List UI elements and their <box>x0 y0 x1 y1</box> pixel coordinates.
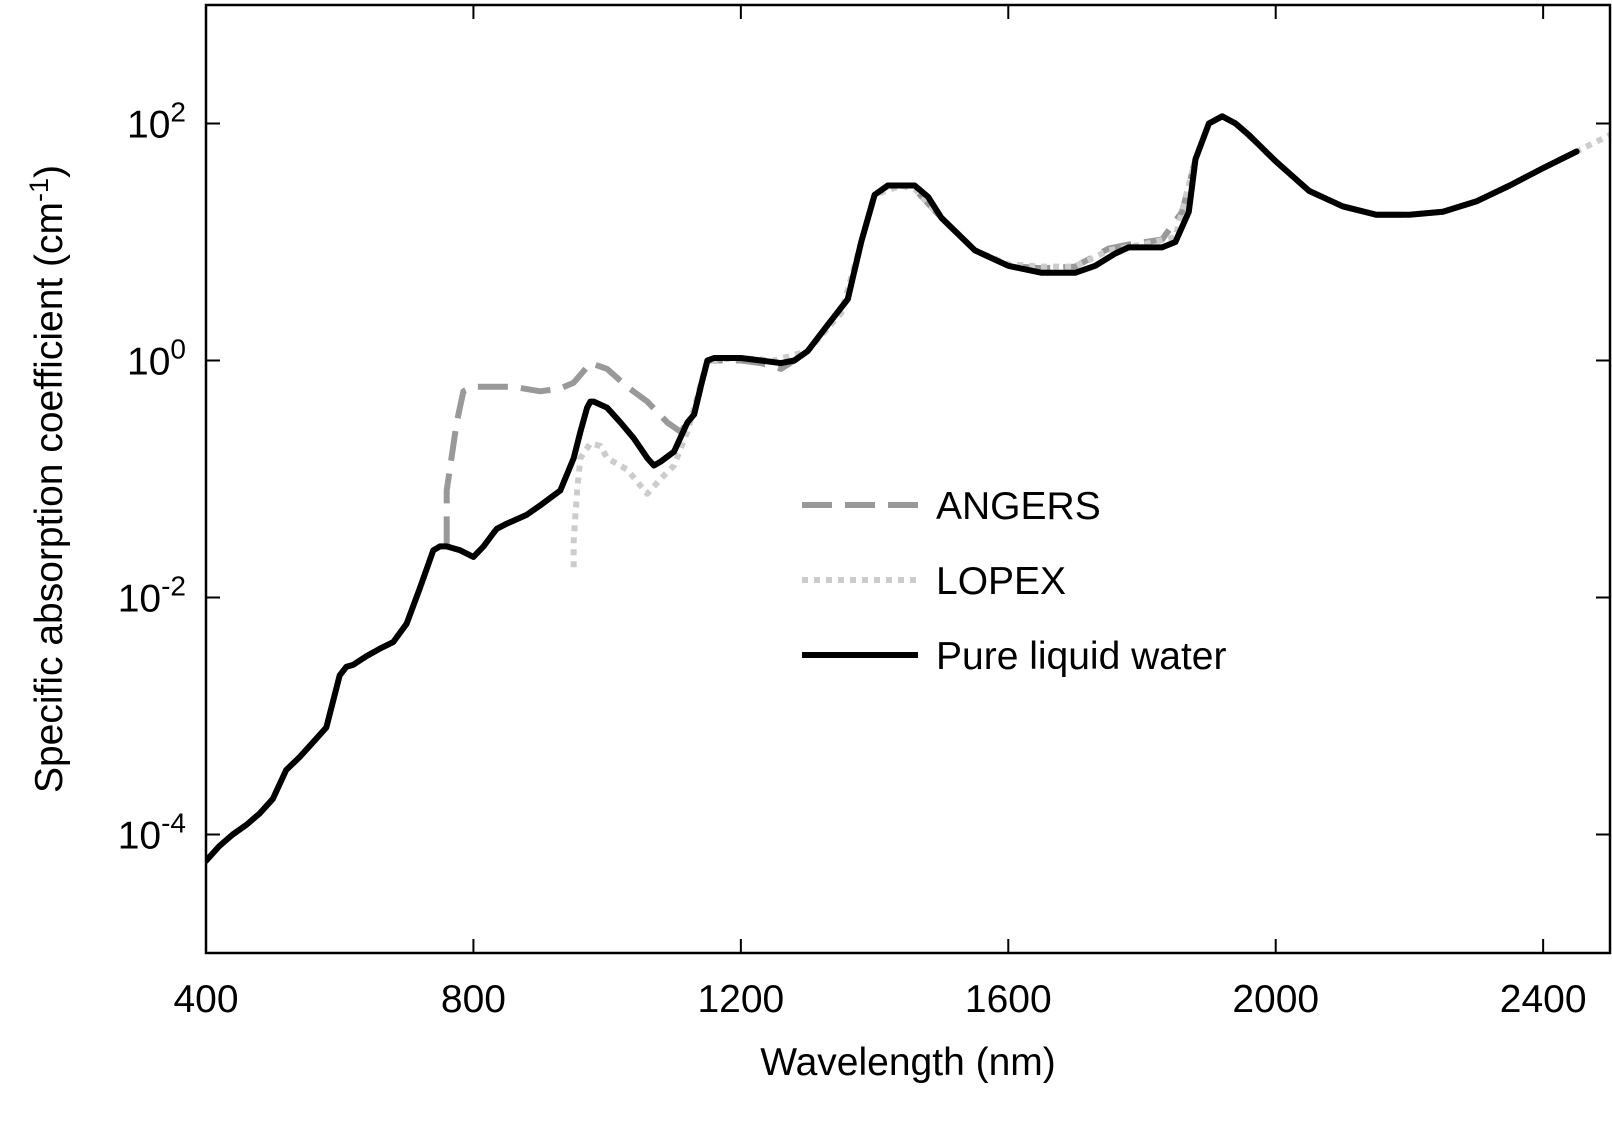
y-axis-title-exponent: -1 <box>24 178 54 202</box>
x-tick-label: 2000 <box>1232 978 1319 1021</box>
series-line-angers <box>443 113 1578 547</box>
legend: ANGERS LOPEX Pure liquid water <box>802 485 1226 678</box>
y-tick-label: 10-2 <box>118 571 186 621</box>
y-tick-exponent: 0 <box>170 334 186 365</box>
x-axis-title: Wavelength (nm) <box>760 1041 1056 1084</box>
legend-label: ANGERS <box>936 485 1101 528</box>
y-tick-exponent: -4 <box>161 808 186 839</box>
y-tick-exponent: -2 <box>161 571 186 602</box>
series-layer <box>206 113 1610 864</box>
y-tick-label: 10-4 <box>118 808 186 858</box>
x-tick-label: 1200 <box>697 978 784 1021</box>
series-line-pure-liquid-water <box>206 113 1580 864</box>
y-tick-base: 10 <box>118 578 161 621</box>
x-axis: 400 800 1200 1600 2000 2400 <box>173 5 1587 1021</box>
y-axis-title: Specific absorption coefficient (cm-1) <box>24 165 71 793</box>
plot-frame <box>204 3 1612 955</box>
x-tick-label: 2400 <box>1500 978 1587 1021</box>
legend-label: LOPEX <box>936 560 1066 603</box>
legend-label: Pure liquid water <box>936 635 1226 678</box>
y-tick-exponent: 2 <box>170 97 186 128</box>
x-tick-label: 800 <box>441 978 506 1021</box>
y-tick-base: 10 <box>127 104 170 147</box>
y-tick-label: 102 <box>127 97 186 147</box>
y-tick-base: 10 <box>118 815 161 858</box>
y-tick-label: 100 <box>127 334 186 384</box>
x-tick-label: 1600 <box>965 978 1052 1021</box>
y-axis-title-text: Specific absorption coefficient (cm <box>28 202 71 793</box>
y-tick-base: 10 <box>127 341 170 384</box>
x-tick-label: 400 <box>173 978 238 1021</box>
y-axis-title-close: ) <box>28 165 71 178</box>
